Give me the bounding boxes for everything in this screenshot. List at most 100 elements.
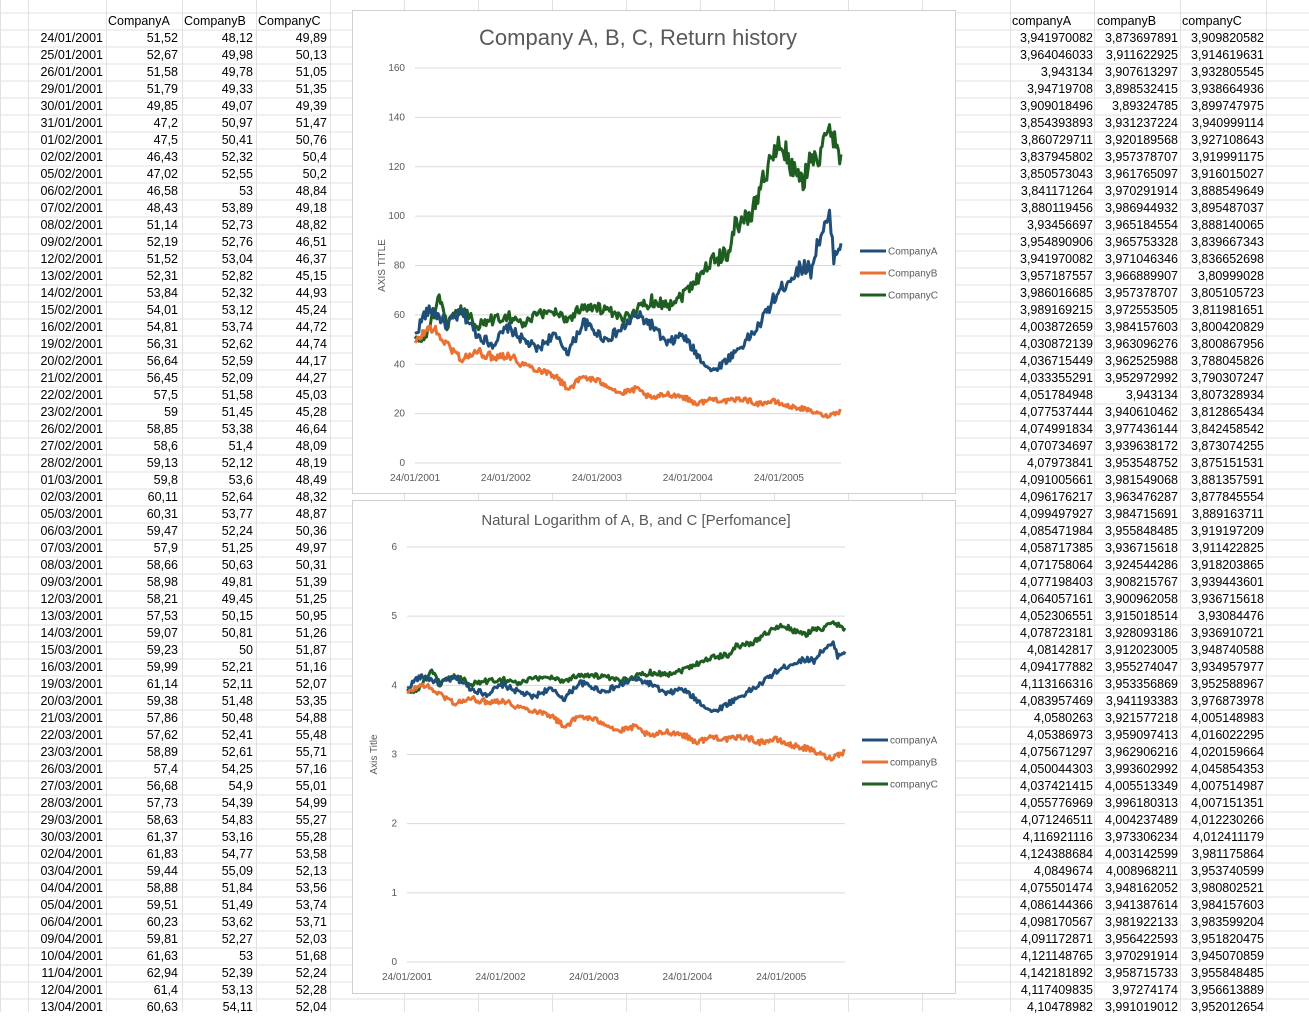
log-value-cell[interactable]: 3,981922133 (1105, 915, 1178, 929)
value-cell[interactable]: 52,27 (221, 932, 253, 946)
log-value-cell[interactable]: 4,045854353 (1191, 762, 1264, 776)
header-ln-companyB[interactable]: companyB (1097, 14, 1157, 28)
value-cell[interactable]: 53,16 (221, 830, 253, 844)
value-cell[interactable]: 52,24 (221, 524, 253, 538)
date-cell[interactable]: 15/02/2001 (40, 303, 103, 317)
log-value-cell[interactable]: 3,873074255 (1191, 439, 1264, 453)
value-cell[interactable]: 51,16 (295, 660, 327, 674)
value-cell[interactable]: 52,09 (221, 371, 253, 385)
value-cell[interactable]: 62,94 (146, 966, 178, 980)
value-cell[interactable]: 55,71 (295, 745, 327, 759)
value-cell[interactable]: 57,53 (146, 609, 178, 623)
value-cell[interactable]: 60,31 (146, 507, 178, 521)
log-value-cell[interactable]: 3,94719708 (1026, 82, 1093, 96)
log-value-cell[interactable]: 4,037421415 (1020, 779, 1093, 793)
value-cell[interactable]: 51,79 (146, 82, 178, 96)
value-cell[interactable]: 44,72 (295, 320, 327, 334)
date-cell[interactable]: 30/01/2001 (40, 99, 103, 113)
log-value-cell[interactable]: 3,963096276 (1105, 337, 1178, 351)
log-value-cell[interactable]: 3,963476287 (1105, 490, 1178, 504)
value-cell[interactable]: 51,14 (146, 218, 178, 232)
log-value-cell[interactable]: 4,098170567 (1020, 915, 1093, 929)
log-value-cell[interactable]: 3,939443601 (1191, 575, 1264, 589)
log-value-cell[interactable]: 3,955848485 (1105, 524, 1178, 538)
value-cell[interactable]: 50,95 (295, 609, 327, 623)
log-value-cell[interactable]: 4,007514987 (1191, 779, 1264, 793)
date-cell[interactable]: 06/03/2001 (40, 524, 103, 538)
value-cell[interactable]: 59,38 (146, 694, 178, 708)
log-value-cell[interactable]: 3,970291914 (1105, 184, 1178, 198)
log-value-cell[interactable]: 4,091172871 (1020, 932, 1093, 946)
log-value-cell[interactable]: 3,939638172 (1105, 439, 1178, 453)
log-value-cell[interactable]: 4,0580263 (1033, 711, 1093, 725)
log-value-cell[interactable]: 3,915018514 (1105, 609, 1178, 623)
log-value-cell[interactable]: 3,951820475 (1191, 932, 1264, 946)
log-value-cell[interactable]: 3,919991175 (1191, 150, 1264, 164)
log-value-cell[interactable]: 3,941387614 (1105, 898, 1178, 912)
value-cell[interactable]: 52,24 (295, 966, 327, 980)
date-cell[interactable]: 16/02/2001 (40, 320, 103, 334)
log-value-cell[interactable]: 3,948162052 (1105, 881, 1178, 895)
value-cell[interactable]: 58,66 (146, 558, 178, 572)
log-value-cell[interactable]: 3,983599204 (1191, 915, 1264, 929)
log-value-cell[interactable]: 3,965184554 (1105, 218, 1178, 232)
date-cell[interactable]: 25/01/2001 (40, 48, 103, 62)
date-cell[interactable]: 09/03/2001 (40, 575, 103, 589)
value-cell[interactable]: 47,2 (153, 116, 178, 130)
date-cell[interactable]: 13/04/2001 (40, 1000, 103, 1014)
value-cell[interactable]: 53,77 (221, 507, 253, 521)
date-cell[interactable]: 27/03/2001 (40, 779, 103, 793)
value-cell[interactable]: 53,6 (228, 473, 253, 487)
value-cell[interactable]: 55,48 (295, 728, 327, 742)
log-value-cell[interactable]: 3,836652698 (1191, 252, 1264, 266)
value-cell[interactable]: 45,15 (295, 269, 327, 283)
value-cell[interactable]: 61,37 (146, 830, 178, 844)
value-cell[interactable]: 52,31 (146, 269, 178, 283)
value-cell[interactable]: 48,82 (295, 218, 327, 232)
value-cell[interactable]: 51,52 (146, 31, 178, 45)
log-value-cell[interactable]: 3,912023005 (1105, 643, 1178, 657)
value-cell[interactable]: 55,27 (295, 813, 327, 827)
value-cell[interactable]: 53,89 (221, 201, 253, 215)
value-cell[interactable]: 59,44 (146, 864, 178, 878)
value-cell[interactable]: 52,11 (222, 677, 253, 691)
value-cell[interactable]: 59,8 (153, 473, 178, 487)
log-value-cell[interactable]: 4,055776969 (1020, 796, 1093, 810)
value-cell[interactable]: 58,85 (146, 422, 178, 436)
date-cell[interactable]: 31/01/2001 (40, 116, 103, 130)
log-value-cell[interactable]: 4,012230266 (1191, 813, 1264, 827)
log-value-cell[interactable]: 3,875151531 (1191, 456, 1264, 470)
log-value-cell[interactable]: 3,811981651 (1191, 303, 1264, 317)
value-cell[interactable]: 52,73 (221, 218, 253, 232)
value-cell[interactable]: 55,28 (295, 830, 327, 844)
value-cell[interactable]: 60,63 (146, 1000, 178, 1014)
log-value-cell[interactable]: 3,957378707 (1105, 150, 1178, 164)
value-cell[interactable]: 51,84 (221, 881, 253, 895)
date-cell[interactable]: 12/03/2001 (40, 592, 103, 606)
value-cell[interactable]: 54,88 (295, 711, 327, 725)
date-cell[interactable]: 26/02/2001 (40, 422, 103, 436)
date-cell[interactable]: 27/02/2001 (40, 439, 103, 453)
value-cell[interactable]: 51,39 (295, 575, 327, 589)
log-value-cell[interactable]: 3,909018496 (1020, 99, 1093, 113)
log-value-cell[interactable]: 3,936715618 (1105, 541, 1178, 555)
log-value-cell[interactable]: 3,854393893 (1020, 116, 1093, 130)
log-value-cell[interactable]: 3,958715733 (1105, 966, 1178, 980)
value-cell[interactable]: 51,25 (295, 592, 327, 606)
log-value-cell[interactable]: 4,077537444 (1020, 405, 1093, 419)
log-value-cell[interactable]: 3,936715618 (1191, 592, 1264, 606)
log-value-cell[interactable]: 3,919197209 (1191, 524, 1264, 538)
date-cell[interactable]: 14/02/2001 (40, 286, 103, 300)
value-cell[interactable]: 49,81 (221, 575, 253, 589)
date-cell[interactable]: 09/04/2001 (40, 932, 103, 946)
value-cell[interactable]: 53,74 (221, 320, 253, 334)
value-cell[interactable]: 54,81 (146, 320, 178, 334)
log-value-cell[interactable]: 3,957378707 (1105, 286, 1178, 300)
log-value-cell[interactable]: 3,934957977 (1191, 660, 1264, 674)
value-cell[interactable]: 53,13 (221, 983, 253, 997)
date-cell[interactable]: 30/03/2001 (40, 830, 103, 844)
log-value-cell[interactable]: 4,094177882 (1020, 660, 1093, 674)
date-cell[interactable]: 22/03/2001 (40, 728, 103, 742)
log-value-cell[interactable]: 3,989169215 (1020, 303, 1093, 317)
log-value-cell[interactable]: 3,993602992 (1105, 762, 1178, 776)
